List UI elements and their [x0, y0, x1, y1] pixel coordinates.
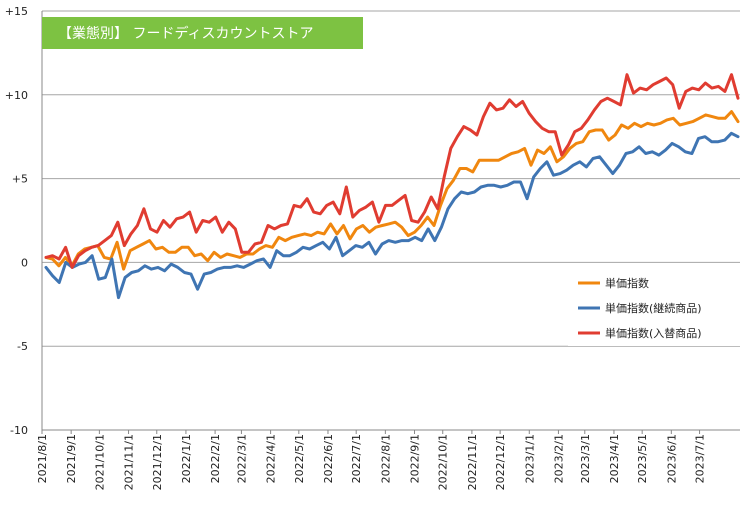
- chart-title-background: [42, 17, 363, 49]
- y-tick-label: -10: [10, 424, 28, 437]
- y-tick-label: +15: [5, 5, 28, 18]
- x-tick-label: 2022/1/1: [180, 434, 193, 483]
- x-tick-label: 2023/2/1: [552, 434, 565, 483]
- y-tick-label: 0: [21, 256, 28, 269]
- x-tick-label: 2021/9/1: [65, 434, 78, 483]
- x-tick-label: 2022/7/1: [350, 434, 363, 483]
- legend-label: 単価指数(入替商品): [605, 326, 702, 340]
- chart-title-box: 【業態別】 フードディスカウントストア: [42, 17, 363, 49]
- series-line: [44, 73, 740, 269]
- series-line: [44, 110, 740, 271]
- gridlines: [42, 10, 740, 347]
- x-tick-label: 2022/3/1: [235, 434, 248, 483]
- x-tick-label: 2021/10/1: [93, 434, 106, 490]
- x-tick-label: 2021/8/1: [36, 434, 49, 483]
- legend-label: 単価指数(継続商品): [605, 301, 702, 315]
- legend-label: 単価指数: [605, 276, 649, 290]
- chart-title: 【業態別】 フードディスカウントストア: [58, 25, 313, 42]
- x-tick-label: 2022/8/1: [379, 434, 392, 483]
- x-tick-label: 2021/11/1: [123, 434, 136, 490]
- x-tick-label: 2023/4/1: [608, 434, 621, 483]
- x-tick-label: 2023/3/1: [579, 434, 592, 483]
- x-tick-label: 2023/1/1: [523, 434, 536, 483]
- axes: +15 +10 +5 0 -5 -10 2021/8/1 2021/9/1 2021/10/1 2…: [5, 5, 740, 490]
- y-tick-label: -5: [17, 340, 28, 353]
- series-line: [44, 131, 740, 300]
- x-tick-label: 2023/5/1: [636, 434, 649, 483]
- y-tick-label: +5: [12, 173, 28, 186]
- x-tick-label: 2023/6/1: [665, 434, 678, 483]
- x-tick-label: 2023/7/1: [694, 434, 707, 483]
- y-tick-label: +10: [5, 89, 28, 102]
- x-tick-label: 2022/2/1: [209, 434, 222, 483]
- x-tick-label: 2022/4/1: [265, 434, 278, 483]
- x-tick-label: 2022/6/1: [322, 434, 335, 483]
- x-tick-label: 2022/5/1: [293, 434, 306, 483]
- series-lines: [44, 73, 740, 300]
- x-tick-label: 2022/10/1: [437, 434, 450, 490]
- x-tick-label: 2021/12/1: [151, 434, 164, 490]
- x-tick-label: 2022/12/1: [494, 434, 507, 490]
- x-tick-label: 2022/9/1: [409, 434, 422, 483]
- x-tick-label: 2022/11/1: [466, 434, 479, 490]
